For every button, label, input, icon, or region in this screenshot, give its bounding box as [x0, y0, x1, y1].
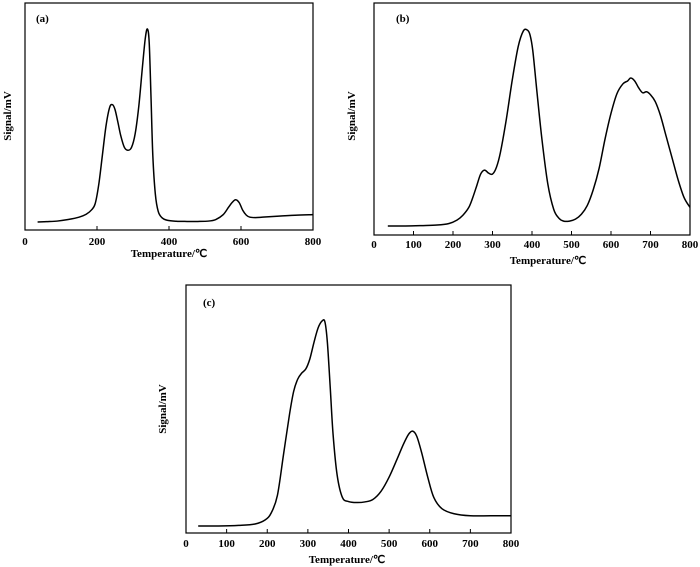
panel-c-label: (c) [203, 297, 216, 309]
panel-c-x-tick-label: 700 [462, 538, 479, 550]
panel-a: 0 200 400 600 800 (a) Temperature/℃ Signal/m… [2, 2, 322, 260]
panel-a-x-ticks: 0 200 400 600 800 [22, 226, 322, 248]
panel-c-plot-frame [185, 284, 512, 534]
panel-c-x-tick-label: 300 [300, 538, 317, 550]
panel-b-x-ticks: 0 100 200 300 400 500 600 700 800 [371, 231, 699, 251]
panel-a-x-tick-label: 200 [89, 236, 106, 248]
panel-c-series-line [198, 319, 511, 527]
panel-b-x-tick-label: 600 [603, 239, 620, 251]
panel-c-x-tick-label: 0 [183, 538, 189, 550]
panel-c-x-tick-label: 800 [503, 538, 520, 550]
panel-b-x-tick-label: 800 [682, 239, 699, 251]
panel-c-x-tick-label: 100 [218, 538, 235, 550]
panel-c-x-tick-label: 500 [381, 538, 398, 550]
panel-c-x-tick-label: 600 [422, 538, 439, 550]
panel-b-series-line [387, 28, 691, 227]
panel-b-x-tick-label: 700 [642, 239, 659, 251]
panel-a-label: (a) [36, 13, 49, 25]
panel-b-x-tick-label: 500 [563, 239, 580, 251]
panel-c-x-tick-label: 400 [340, 538, 357, 550]
panel-c-y-axis-label: Signal/mV [157, 384, 169, 434]
panel-b-y-axis-label: Signal/mV [346, 91, 358, 141]
panel-b: 0 100 200 300 400 500 600 700 800 (b) Temperatur… [346, 2, 699, 267]
panel-b-x-tick-label: 100 [405, 239, 422, 251]
panel-a-plot-frame [24, 2, 314, 231]
panel-a-y-axis-label: Signal/mV [2, 91, 14, 141]
panel-a-series-line [37, 28, 314, 223]
panel-c: 0 100 200 300 400 500 600 700 800 (c) Temperatur… [157, 284, 520, 566]
panel-b-label: (b) [396, 13, 410, 25]
panel-c-x-axis-label: Temperature/℃ [309, 554, 386, 566]
panel-c-x-tick-label: 200 [259, 538, 276, 550]
panel-b-x-tick-label: 200 [445, 239, 462, 251]
panel-a-x-tick-label: 800 [305, 236, 322, 248]
panel-b-x-tick-label: 400 [524, 239, 541, 251]
panel-c-x-ticks: 0 100 200 300 400 500 600 700 800 [183, 529, 520, 550]
panel-b-x-axis-label: Temperature/℃ [510, 255, 587, 267]
panel-a-x-tick-label: 400 [161, 236, 178, 248]
panel-a-x-axis-label: Temperature/℃ [131, 248, 208, 260]
panel-b-x-tick-label: 0 [371, 239, 377, 251]
panel-a-x-tick-label: 0 [22, 236, 28, 248]
panel-b-plot-frame [373, 2, 691, 236]
panel-a-x-tick-label: 600 [233, 236, 250, 248]
panel-b-x-tick-label: 300 [484, 239, 501, 251]
